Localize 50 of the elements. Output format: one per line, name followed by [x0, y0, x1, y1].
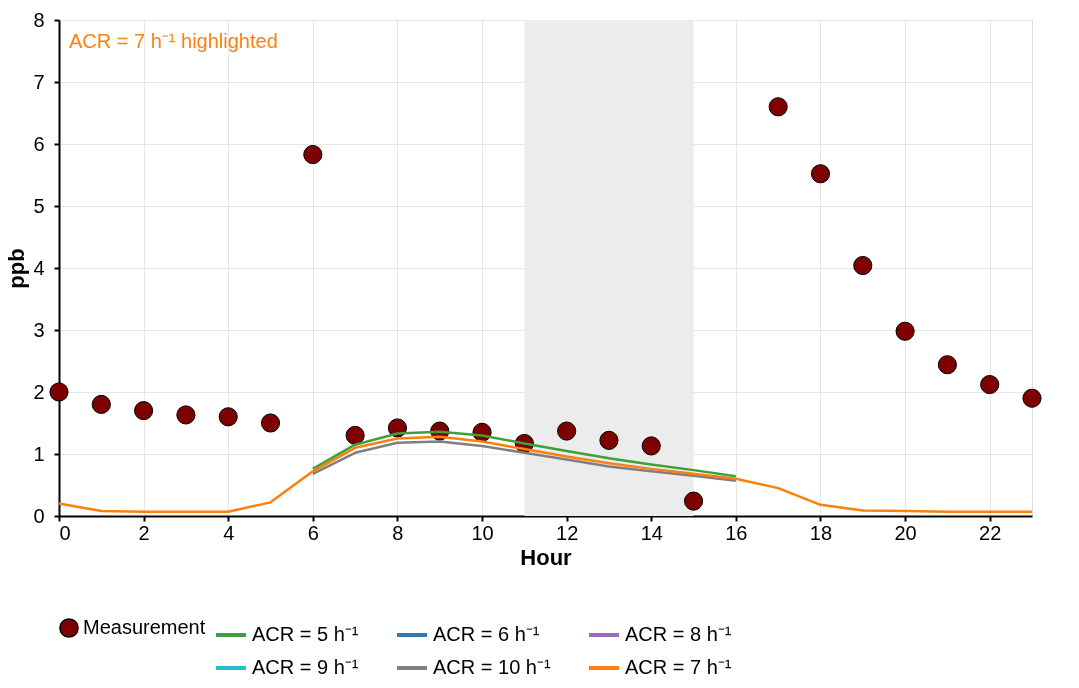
- x-tick-label: 6: [307, 521, 319, 544]
- y-axis-title: ppb: [4, 248, 30, 289]
- point: [176, 405, 196, 425]
- point: [557, 421, 577, 441]
- point: [1022, 388, 1042, 408]
- y-tick-label: 7: [33, 70, 45, 93]
- y-tick-label: 0: [33, 504, 45, 527]
- legend-label: Measurement: [83, 616, 206, 638]
- legend-label: ACR = 8 h⁻¹: [625, 623, 732, 645]
- point: [810, 164, 831, 184]
- legend-label: ACR = 7 h⁻¹: [625, 656, 732, 678]
- point: [683, 491, 704, 511]
- x-tick-label: 12: [556, 521, 579, 544]
- x-tick-label: 14: [640, 521, 663, 544]
- point: [937, 355, 957, 375]
- legend-label: ACR = 10 h⁻¹: [433, 656, 551, 678]
- point: [641, 436, 661, 456]
- x-tick-label: 16: [725, 521, 748, 544]
- point: [853, 255, 873, 276]
- x-axis-title: Hour: [520, 544, 573, 570]
- point: [980, 374, 1000, 395]
- point: [91, 394, 111, 414]
- y-tick-label: 8: [33, 8, 45, 31]
- x-tick-label: 10: [471, 521, 494, 544]
- x-tick-label: 4: [223, 521, 235, 544]
- point: [768, 97, 788, 117]
- point: [260, 413, 281, 433]
- point: [599, 430, 619, 450]
- y-tick-label: 6: [33, 132, 45, 155]
- point: [218, 407, 238, 427]
- legend-label: ACR = 5 h⁻¹: [252, 623, 359, 645]
- x-tick-label: 20: [894, 521, 917, 544]
- point: [895, 321, 915, 341]
- x-tick-label: 8: [392, 521, 404, 544]
- x-tick-label: 0: [59, 521, 71, 544]
- y-tick-label: 3: [33, 318, 45, 341]
- y-tick-label: 2: [33, 380, 45, 403]
- x-tick-label: 2: [138, 521, 150, 544]
- legend-label: ACR = 6 h⁻¹: [433, 623, 540, 645]
- legend-label: ACR = 9 h⁻¹: [252, 656, 359, 678]
- point: [49, 382, 69, 402]
- x-tick-label: 18: [809, 521, 833, 544]
- y-tick-label: 4: [33, 256, 45, 279]
- point: [345, 425, 365, 445]
- x-tick-label: 22: [979, 521, 1002, 544]
- point: [134, 401, 154, 421]
- y-tick-label: 5: [33, 194, 45, 217]
- y-tick-label: 1: [33, 442, 45, 465]
- point: [303, 144, 323, 165]
- annotation: ACR = 7 h⁻¹ highlighted: [69, 30, 278, 52]
